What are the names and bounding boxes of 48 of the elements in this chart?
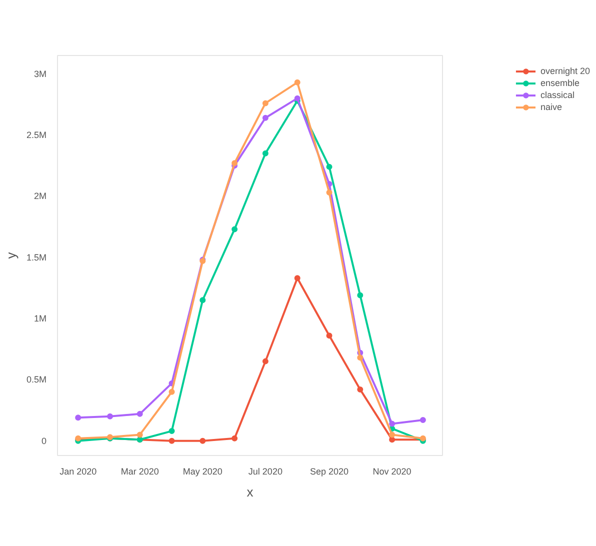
point bbox=[262, 150, 268, 156]
x-tick-label: May 2020 bbox=[182, 466, 222, 476]
legend-label: naive bbox=[540, 101, 562, 113]
point bbox=[75, 414, 82, 421]
point bbox=[168, 428, 175, 434]
x-axis-title: x bbox=[246, 484, 254, 500]
point bbox=[262, 114, 268, 121]
point bbox=[389, 436, 396, 443]
point bbox=[326, 332, 332, 339]
point bbox=[294, 275, 300, 282]
x-tick-label: Nov 2020 bbox=[372, 466, 412, 476]
point bbox=[136, 410, 143, 417]
point bbox=[232, 435, 238, 442]
point bbox=[200, 297, 206, 304]
legend-label: classical bbox=[540, 89, 574, 101]
point bbox=[389, 432, 396, 438]
legend-label: overnight 20 bbox=[540, 65, 590, 77]
y-tick-label: 1M bbox=[34, 313, 47, 324]
y-tick-label: 0 bbox=[41, 436, 47, 446]
y-tick-label: 2M bbox=[34, 191, 47, 202]
x-tick-label: Mar 2020 bbox=[120, 466, 159, 476]
point bbox=[420, 417, 426, 424]
point bbox=[294, 79, 300, 86]
point bbox=[326, 190, 332, 196]
point bbox=[168, 388, 175, 395]
point bbox=[168, 438, 175, 444]
point bbox=[262, 358, 268, 364]
point bbox=[262, 100, 268, 106]
y-axis-title: y bbox=[3, 252, 18, 259]
point bbox=[326, 164, 332, 170]
point bbox=[232, 226, 238, 232]
x-tick-label: Sep 2020 bbox=[310, 466, 349, 476]
point bbox=[357, 386, 364, 392]
point bbox=[357, 292, 364, 298]
point bbox=[136, 432, 143, 438]
point bbox=[107, 413, 113, 420]
y-tick-label: 1.5M bbox=[26, 252, 47, 262]
x-tick-label: Jul 2020 bbox=[248, 466, 282, 476]
y-tick-label: 2.5M bbox=[26, 130, 47, 140]
point bbox=[294, 95, 300, 102]
y-tick-label: 3M bbox=[34, 68, 47, 79]
point bbox=[389, 420, 396, 427]
x-tick-label: Jan 2020 bbox=[60, 466, 97, 476]
point bbox=[232, 160, 238, 166]
legend-label: ensemble bbox=[540, 77, 580, 89]
point bbox=[200, 438, 206, 444]
point bbox=[357, 354, 364, 361]
y-tick-label: 0.5M bbox=[26, 374, 47, 385]
